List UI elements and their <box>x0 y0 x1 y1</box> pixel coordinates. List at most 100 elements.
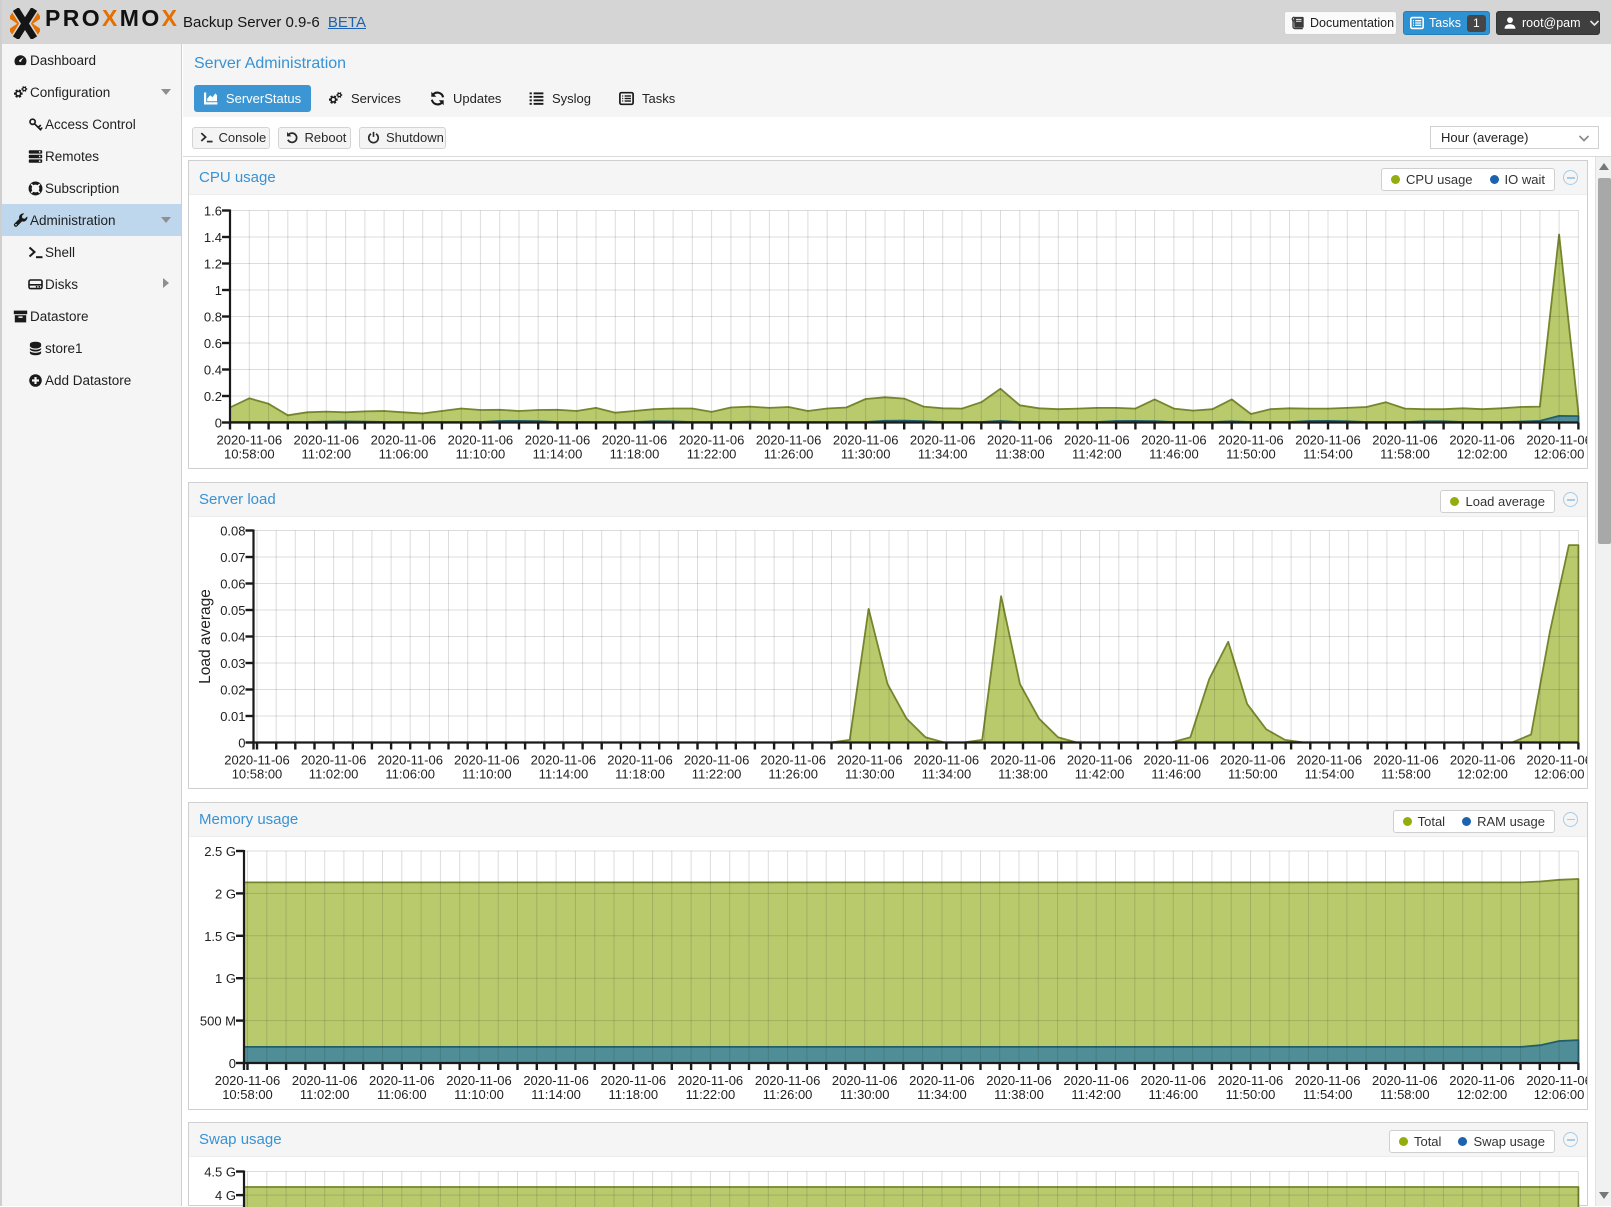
svg-text:11:54:00: 11:54:00 <box>1303 1087 1353 1102</box>
svg-text:11:30:00: 11:30:00 <box>840 1087 890 1102</box>
svg-text:11:06:00: 11:06:00 <box>377 1087 427 1102</box>
svg-text:2020-11-06: 2020-11-06 <box>832 1073 898 1088</box>
svg-text:4.5 G: 4.5 G <box>204 1165 236 1180</box>
svg-text:11:34:00: 11:34:00 <box>922 767 972 782</box>
svg-text:2020-11-06: 2020-11-06 <box>1143 753 1209 768</box>
svg-text:2020-11-06: 2020-11-06 <box>1064 433 1130 448</box>
svg-text:11:22:00: 11:22:00 <box>686 1087 736 1102</box>
svg-text:11:18:00: 11:18:00 <box>610 447 660 462</box>
svg-text:0.2: 0.2 <box>204 389 222 404</box>
svg-text:2020-11-06: 2020-11-06 <box>217 433 283 448</box>
svg-text:11:58:00: 11:58:00 <box>1381 767 1431 782</box>
svg-text:2020-11-06: 2020-11-06 <box>1295 1073 1361 1088</box>
svg-text:11:50:00: 11:50:00 <box>1226 1087 1276 1102</box>
svg-text:2020-11-06: 2020-11-06 <box>1295 433 1361 448</box>
svg-text:2020-11-06: 2020-11-06 <box>1372 1073 1438 1088</box>
svg-text:11:54:00: 11:54:00 <box>1303 447 1353 462</box>
svg-text:2020-11-06: 2020-11-06 <box>371 433 437 448</box>
svg-text:11:58:00: 11:58:00 <box>1380 447 1430 462</box>
svg-text:2020-11-06: 2020-11-06 <box>1297 753 1363 768</box>
svg-text:2020-11-06: 2020-11-06 <box>837 753 903 768</box>
svg-text:11:06:00: 11:06:00 <box>385 767 435 782</box>
svg-text:2020-11-06: 2020-11-06 <box>914 753 980 768</box>
svg-text:1.5 G: 1.5 G <box>204 928 236 943</box>
svg-text:2020-11-06: 2020-11-06 <box>987 433 1053 448</box>
svg-text:2020-11-06: 2020-11-06 <box>760 753 826 768</box>
svg-text:500 M: 500 M <box>200 1013 236 1028</box>
svg-text:11:10:00: 11:10:00 <box>462 767 512 782</box>
svg-text:12:02:00: 12:02:00 <box>1457 1087 1508 1102</box>
svg-text:11:50:00: 11:50:00 <box>1226 447 1276 462</box>
svg-text:11:22:00: 11:22:00 <box>692 767 742 782</box>
svg-text:1: 1 <box>215 283 222 298</box>
svg-text:12:06:00: 12:06:00 <box>1534 1087 1585 1102</box>
svg-text:1.2: 1.2 <box>204 257 222 272</box>
svg-text:11:30:00: 11:30:00 <box>841 447 891 462</box>
svg-text:2020-11-06: 2020-11-06 <box>1218 433 1284 448</box>
svg-text:2020-11-06: 2020-11-06 <box>292 1073 358 1088</box>
svg-text:1.4: 1.4 <box>204 230 222 245</box>
svg-text:2020-11-06: 2020-11-06 <box>1067 753 1133 768</box>
svg-text:2020-11-06: 2020-11-06 <box>1526 753 1587 768</box>
svg-text:11:38:00: 11:38:00 <box>994 1087 1044 1102</box>
svg-text:11:02:00: 11:02:00 <box>309 767 359 782</box>
svg-text:2020-11-06: 2020-11-06 <box>833 433 899 448</box>
svg-text:2020-11-06: 2020-11-06 <box>910 433 976 448</box>
svg-text:2020-11-06: 2020-11-06 <box>448 433 514 448</box>
svg-text:11:50:00: 11:50:00 <box>1228 767 1278 782</box>
svg-text:2020-11-06: 2020-11-06 <box>294 433 360 448</box>
svg-text:2020-11-06: 2020-11-06 <box>1373 753 1439 768</box>
svg-text:11:18:00: 11:18:00 <box>608 1087 658 1102</box>
svg-text:11:02:00: 11:02:00 <box>300 1087 350 1102</box>
svg-text:2020-11-06: 2020-11-06 <box>1372 433 1438 448</box>
svg-text:11:18:00: 11:18:00 <box>615 767 665 782</box>
svg-text:0.06: 0.06 <box>220 577 245 592</box>
svg-text:2020-11-06: 2020-11-06 <box>909 1073 975 1088</box>
svg-text:0.08: 0.08 <box>220 524 245 539</box>
svg-text:11:30:00: 11:30:00 <box>845 767 895 782</box>
svg-text:2020-11-06: 2020-11-06 <box>990 753 1056 768</box>
svg-text:12:06:00: 12:06:00 <box>1534 447 1585 462</box>
svg-text:2020-11-06: 2020-11-06 <box>1220 753 1286 768</box>
svg-text:11:10:00: 11:10:00 <box>454 1087 504 1102</box>
svg-text:11:26:00: 11:26:00 <box>763 1087 813 1102</box>
svg-text:11:10:00: 11:10:00 <box>456 447 506 462</box>
svg-text:2020-11-06: 2020-11-06 <box>531 753 597 768</box>
svg-text:2020-11-06: 2020-11-06 <box>1218 1073 1284 1088</box>
svg-text:2020-11-06: 2020-11-06 <box>224 753 290 768</box>
svg-text:0.04: 0.04 <box>220 630 245 645</box>
svg-text:11:38:00: 11:38:00 <box>998 767 1048 782</box>
svg-text:10:58:00: 10:58:00 <box>224 447 275 462</box>
svg-text:11:26:00: 11:26:00 <box>768 767 818 782</box>
svg-text:2020-11-06: 2020-11-06 <box>602 433 668 448</box>
svg-text:2020-11-06: 2020-11-06 <box>601 1073 667 1088</box>
svg-text:1.6: 1.6 <box>204 204 222 219</box>
svg-text:0.03: 0.03 <box>220 656 245 671</box>
svg-text:2020-11-06: 2020-11-06 <box>525 433 591 448</box>
svg-text:Load average: Load average <box>197 589 214 684</box>
svg-text:11:46:00: 11:46:00 <box>1148 1087 1198 1102</box>
svg-text:11:26:00: 11:26:00 <box>764 447 814 462</box>
svg-text:10:58:00: 10:58:00 <box>232 767 283 782</box>
svg-text:11:14:00: 11:14:00 <box>539 767 589 782</box>
svg-text:2020-11-06: 2020-11-06 <box>446 1073 512 1088</box>
svg-text:11:06:00: 11:06:00 <box>379 447 429 462</box>
svg-text:2.5 G: 2.5 G <box>204 844 236 859</box>
svg-text:2020-11-06: 2020-11-06 <box>678 1073 744 1088</box>
svg-text:11:38:00: 11:38:00 <box>995 447 1045 462</box>
svg-text:0.4: 0.4 <box>204 363 222 378</box>
svg-text:11:42:00: 11:42:00 <box>1075 767 1125 782</box>
svg-text:2020-11-06: 2020-11-06 <box>215 1073 281 1088</box>
svg-text:2 G: 2 G <box>215 886 236 901</box>
svg-text:0.02: 0.02 <box>220 683 245 698</box>
svg-text:2020-11-06: 2020-11-06 <box>1449 1073 1515 1088</box>
svg-text:0.01: 0.01 <box>220 709 245 724</box>
svg-text:10:58:00: 10:58:00 <box>222 1087 273 1102</box>
svg-text:11:14:00: 11:14:00 <box>531 1087 581 1102</box>
svg-text:11:46:00: 11:46:00 <box>1149 447 1199 462</box>
svg-text:2020-11-06: 2020-11-06 <box>1141 433 1207 448</box>
svg-text:11:54:00: 11:54:00 <box>1305 767 1355 782</box>
svg-text:11:34:00: 11:34:00 <box>918 447 968 462</box>
svg-text:0.6: 0.6 <box>204 336 222 351</box>
svg-text:2020-11-06: 2020-11-06 <box>1450 753 1516 768</box>
